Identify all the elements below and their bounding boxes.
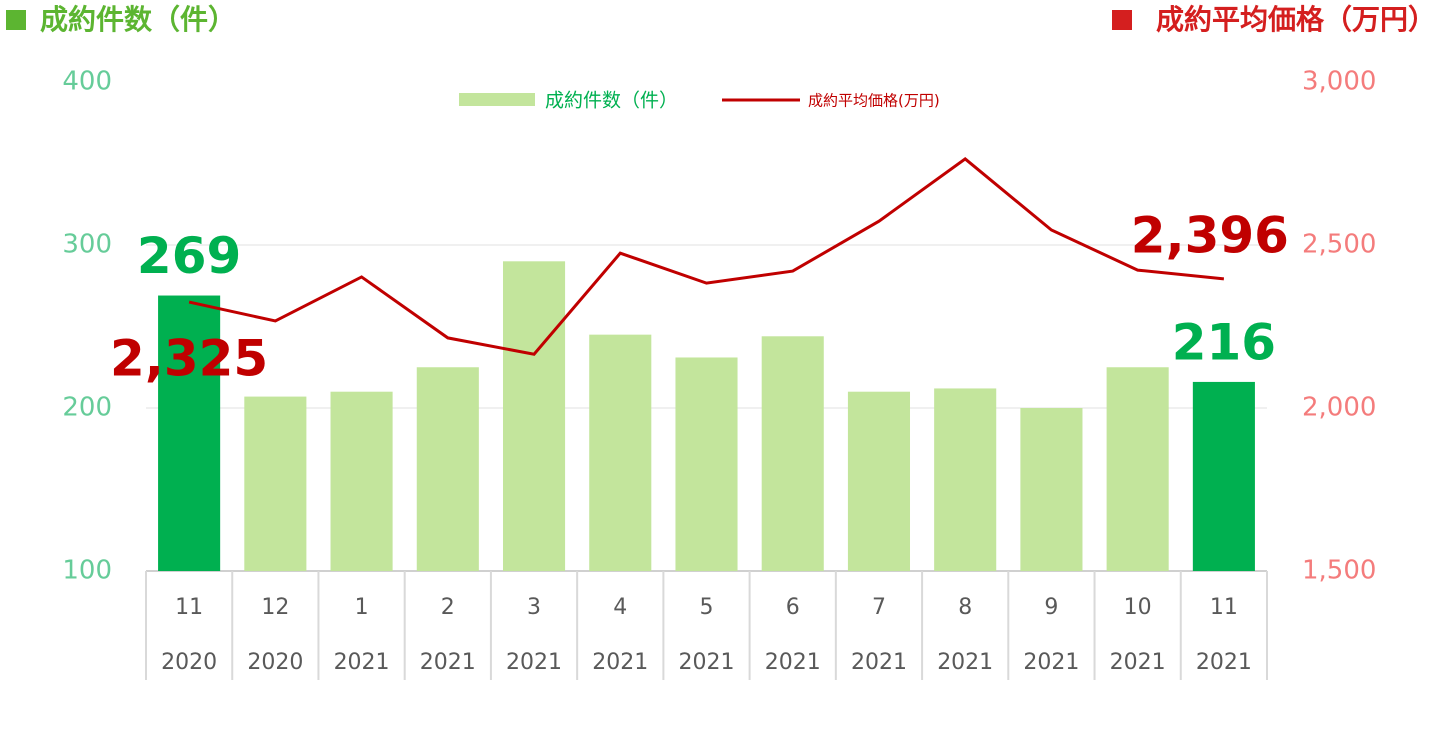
x-tick-year: 2021: [506, 650, 562, 675]
x-tick-year: 2021: [592, 650, 648, 675]
x-tick-label: 3: [527, 595, 541, 620]
bar: [589, 334, 652, 571]
legend-label: 成約件数（件）: [545, 90, 678, 112]
x-tick-label: 5: [700, 595, 714, 620]
x-tick-year: 2020: [161, 650, 217, 675]
x-tick-label: 12: [261, 595, 289, 620]
bar: [158, 295, 221, 571]
y2-tick-label: 1,500: [1302, 556, 1376, 586]
bar: [416, 367, 479, 571]
title-marker: [6, 10, 26, 30]
line-value-label: 2,396: [1131, 206, 1289, 264]
legend-swatch: [459, 93, 535, 106]
x-tick-year: 2021: [334, 650, 390, 675]
x-tick-label: 10: [1124, 595, 1152, 620]
line: [188, 157, 1225, 356]
bar-value-label: 269: [137, 227, 241, 285]
x-tick-year: 2021: [851, 650, 907, 675]
bar: [330, 391, 393, 571]
x-tick-year: 2021: [1023, 650, 1079, 675]
bar: [502, 261, 566, 571]
x-tick-label: 7: [872, 595, 886, 620]
x-tick-label: 4: [613, 595, 627, 620]
bar: [244, 396, 307, 571]
x-tick-label: 2: [441, 595, 455, 620]
x-tick-year: 2021: [1110, 650, 1166, 675]
bar: [675, 357, 738, 571]
y-tick-label: 300: [62, 230, 112, 260]
x-tick-label: 6: [786, 595, 800, 620]
line-value-label: 2,325: [110, 330, 268, 388]
chart-title: 成約件数（件）: [40, 3, 236, 36]
y2-tick-label: 2,000: [1302, 393, 1376, 423]
y2-title-marker: [1112, 10, 1132, 30]
bar: [1106, 367, 1169, 571]
bar: [847, 391, 911, 571]
legend-label: 成約平均価格(万円): [808, 92, 940, 110]
x-tick-label: 8: [958, 595, 972, 620]
x-tick-label: 9: [1044, 595, 1058, 620]
x-tick-year: 2021: [937, 650, 993, 675]
bar: [1020, 408, 1083, 571]
x-tick-year: 2021: [420, 650, 476, 675]
x-tick-year: 2021: [765, 650, 821, 675]
bar-value-label: 216: [1172, 313, 1276, 371]
x-tick-label: 1: [355, 595, 369, 620]
y2-tick-label: 2,500: [1302, 230, 1376, 260]
y-tick-label: 200: [62, 393, 112, 423]
x-tick-label: 11: [175, 595, 203, 620]
x-tick-label: 11: [1210, 595, 1238, 620]
y2-tick-label: 3,000: [1302, 67, 1376, 97]
bar: [1192, 381, 1255, 571]
x-tick-year: 2021: [1196, 650, 1252, 675]
x-tick-year: 2021: [679, 650, 735, 675]
y-tick-label: 400: [62, 67, 112, 97]
bar: [761, 336, 824, 571]
y2-title: 成約平均価格（万円）: [1156, 3, 1436, 36]
x-tick-year: 2020: [247, 650, 303, 675]
bar: [934, 388, 997, 571]
y-tick-label: 100: [62, 556, 112, 586]
